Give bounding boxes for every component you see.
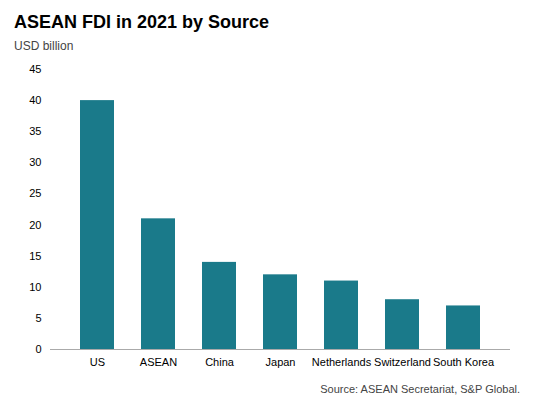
svg-text:45: 45 <box>29 63 41 75</box>
svg-text:US: US <box>90 356 105 368</box>
svg-text:ASEAN: ASEAN <box>140 356 177 368</box>
html-text:ASEAN FDI in 2021 by Source: ASEAN FDI in 2021 by Source <box>14 12 270 32</box>
html-text:Source: ASEAN Secretariat, S&P: Source: ASEAN Secretariat, S&P Global. <box>320 383 520 395</box>
svg-text:Switzerland: Switzerland <box>374 356 431 368</box>
svg-text:0: 0 <box>35 343 41 355</box>
svg-text:Netherlands: Netherlands <box>312 356 372 368</box>
svg-text:25: 25 <box>29 187 41 199</box>
svg-text:40: 40 <box>29 94 41 106</box>
svg-text:China: China <box>205 356 235 368</box>
svg-text:35: 35 <box>29 125 41 137</box>
svg-text:South Korea: South Korea <box>433 356 495 368</box>
svg-text:Japan: Japan <box>266 356 296 368</box>
svg-text:10: 10 <box>29 281 41 293</box>
svg-text:30: 30 <box>29 156 41 168</box>
svg-text:20: 20 <box>29 219 41 231</box>
svg-text:5: 5 <box>35 312 41 324</box>
html-text:USD billion: USD billion <box>14 39 74 53</box>
svg-text:15: 15 <box>29 250 41 262</box>
